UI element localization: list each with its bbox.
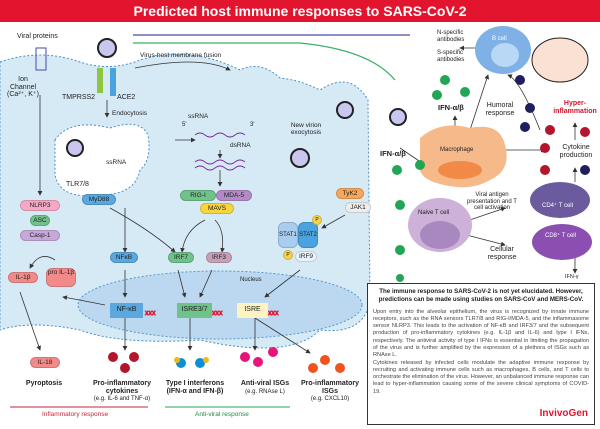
three-prime-label: 3': [250, 122, 255, 128]
tlr78-label: TLR7/8: [66, 181, 89, 188]
output-sub: (e.g. IL-6 and TNF-α): [93, 396, 151, 403]
isre-element: ISRE: [237, 303, 268, 318]
nf-kb-element: NF-κB: [110, 303, 143, 318]
output-title: Anti-viral ISGs: [240, 380, 290, 387]
exocytosis-label: New virion exocytosis: [290, 122, 322, 137]
svg-text:xxx: xxx: [268, 310, 279, 317]
macrophage-label: Macrophage: [440, 147, 474, 153]
nlrp3: NLRP3: [20, 200, 60, 211]
lungs: [531, 37, 589, 83]
page-title: Predicted host immune responses to SARS-…: [0, 0, 600, 22]
stat1: STAT1: [278, 222, 298, 248]
hyper-inflammation-label: Hyper-inflammation: [553, 100, 597, 115]
tmprss2-label: TMPRSS2: [62, 94, 96, 101]
inflammatory-response-label: Inflammatory response: [42, 411, 109, 418]
antigen-presentation-label: Viral antigen presentation and T cell ac…: [467, 192, 517, 212]
svg-text:xxx: xxx: [212, 310, 223, 317]
antiviral-response-label: Anti-viral response: [195, 411, 249, 418]
asc: ASC: [30, 215, 50, 226]
ifn-label-left: IFN-α/β: [380, 149, 406, 158]
ifn-gamma-label: IFN-γ: [565, 274, 579, 280]
irf7: IRF7: [168, 252, 194, 263]
output-cytokines: Pro-inflammatory cytokines (e.g. IL-6 and…: [82, 380, 162, 403]
info-lead: The immune response to SARS-CoV-2 is not…: [378, 288, 584, 303]
cytokine-dots: [540, 125, 590, 175]
output-sub: (e.g. RNAse L): [245, 388, 285, 395]
dsrna-label: dsRNA: [230, 142, 251, 149]
output-sub: (e.g. CXCL10): [310, 396, 350, 403]
nucleus: [77, 270, 363, 340]
output-title: Pro-inflammatory cytokines: [93, 380, 151, 395]
cellular-response-label: Cellular response: [487, 246, 517, 261]
jak1: JAK1: [345, 202, 371, 213]
cytokine-production-label: Cytokine production: [559, 144, 593, 159]
virus-icon: [66, 38, 407, 168]
ifn-dots: [392, 75, 470, 282]
b-cell-label: B cell: [492, 36, 507, 42]
ssrna-label: ssRNA: [188, 113, 209, 120]
tyk2: TyK2: [336, 188, 364, 199]
rig-i: RIG-I: [180, 190, 216, 201]
invivogen-logo: InvivoGen: [539, 408, 588, 420]
n-antibodies-label: N-specific antibodies: [437, 30, 465, 43]
five-prime-label: 5': [182, 122, 187, 128]
il-18: IL-18: [30, 357, 60, 368]
cd8-t-cell: [532, 224, 592, 260]
casp-1: Casp-1: [20, 230, 60, 241]
output-antiviral-isgs: Anti-viral ISGs (e.g. RNAse L): [235, 380, 295, 395]
cd4-t-cell: [530, 182, 590, 218]
cd8-label: CD8⁺ T cell: [545, 233, 576, 239]
nucleus-label: Nucleus: [240, 277, 262, 283]
myd88: MyD88: [82, 194, 116, 205]
ion-channel: [35, 47, 47, 71]
nfkb: NFκB: [110, 252, 138, 263]
naive-t-cell-label: Naive T cell: [418, 210, 450, 216]
phosphate-icon: P: [312, 215, 322, 225]
output-type-i-ifn: Type I interferons (IFN-α and IFN-β): [160, 380, 230, 395]
ifn-label-right: IFN-α/β: [438, 103, 464, 112]
stat2: STAT2: [298, 222, 318, 248]
endocytosis-label: Endocytosis: [112, 110, 148, 117]
output-title: Type I interferons: [165, 380, 225, 387]
output-title: Pro-inflammatory ISGs: [301, 380, 359, 395]
pro-il-1b: pro IL-1β: [46, 268, 76, 287]
output-sub: (IFN-α and IFN-β): [166, 387, 224, 395]
il-1b: IL-1β: [8, 272, 38, 283]
s-antibodies-label: S-specific antibodies: [437, 50, 465, 63]
fusion-label: Virus-host membrane fusion: [140, 52, 222, 59]
info-paragraph-1: Upon entry into the alveolar epithelium,…: [373, 308, 589, 358]
info-paragraph-2: Cytokines released by infected cells mod…: [373, 359, 589, 395]
mda-5: MDA-5: [216, 190, 252, 201]
info-box: The immune response to SARS-CoV-2 is not…: [367, 283, 595, 425]
irf9: IRF9: [295, 251, 317, 262]
output-pyroptosis: Pyroptosis: [25, 380, 63, 387]
isre37-element: ISRE3/7: [177, 303, 212, 318]
viral-proteins-label: Viral proteins: [17, 33, 58, 40]
ace2-receptor: [110, 68, 116, 96]
irf3: IRF3: [206, 252, 232, 263]
svg-text:xxx: xxx: [145, 310, 156, 317]
tmprss2-receptor: [97, 68, 103, 93]
output-proinflammatory-isgs: Pro-inflammatory ISGs (e.g. CXCL10): [296, 380, 364, 403]
mavs: MAVS: [200, 203, 234, 214]
phosphate-icon: P: [283, 250, 293, 260]
humoral-response-label: Humoral response: [485, 102, 515, 117]
endosome-ssrna-label: ssRNA: [106, 159, 127, 166]
cd4-label: CD4⁺ T cell: [542, 203, 573, 209]
ion-channel-label: Ion Channel (Ca²⁺, K⁺): [7, 76, 39, 99]
ace2-label: ACE2: [117, 94, 136, 101]
